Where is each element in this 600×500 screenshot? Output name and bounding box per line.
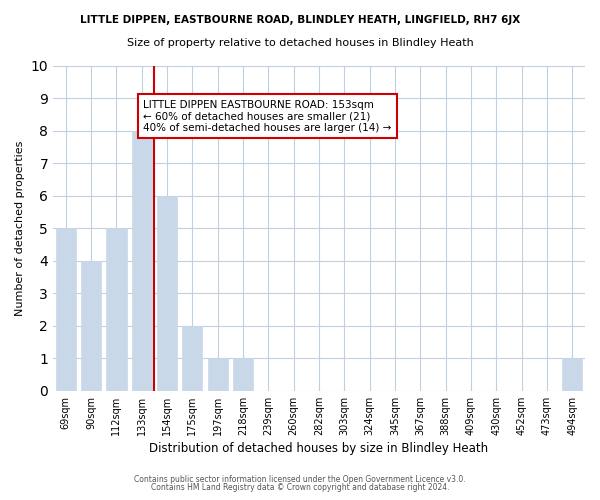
Bar: [81, 260, 101, 391]
Y-axis label: Number of detached properties: Number of detached properties: [15, 140, 25, 316]
Bar: [562, 358, 583, 391]
X-axis label: Distribution of detached houses by size in Blindley Heath: Distribution of detached houses by size …: [149, 442, 488, 455]
Bar: [131, 130, 152, 391]
Bar: [208, 358, 228, 391]
Bar: [233, 358, 253, 391]
Text: LITTLE DIPPEN, EASTBOURNE ROAD, BLINDLEY HEATH, LINGFIELD, RH7 6JX: LITTLE DIPPEN, EASTBOURNE ROAD, BLINDLEY…: [80, 15, 520, 25]
Bar: [182, 326, 202, 391]
Text: Contains public sector information licensed under the Open Government Licence v3: Contains public sector information licen…: [134, 475, 466, 484]
Bar: [56, 228, 76, 391]
Text: Contains HM Land Registry data © Crown copyright and database right 2024.: Contains HM Land Registry data © Crown c…: [151, 484, 449, 492]
Bar: [106, 228, 127, 391]
Text: LITTLE DIPPEN EASTBOURNE ROAD: 153sqm
← 60% of detached houses are smaller (21)
: LITTLE DIPPEN EASTBOURNE ROAD: 153sqm ← …: [143, 100, 392, 133]
Text: Size of property relative to detached houses in Blindley Heath: Size of property relative to detached ho…: [127, 38, 473, 48]
Bar: [157, 196, 177, 391]
